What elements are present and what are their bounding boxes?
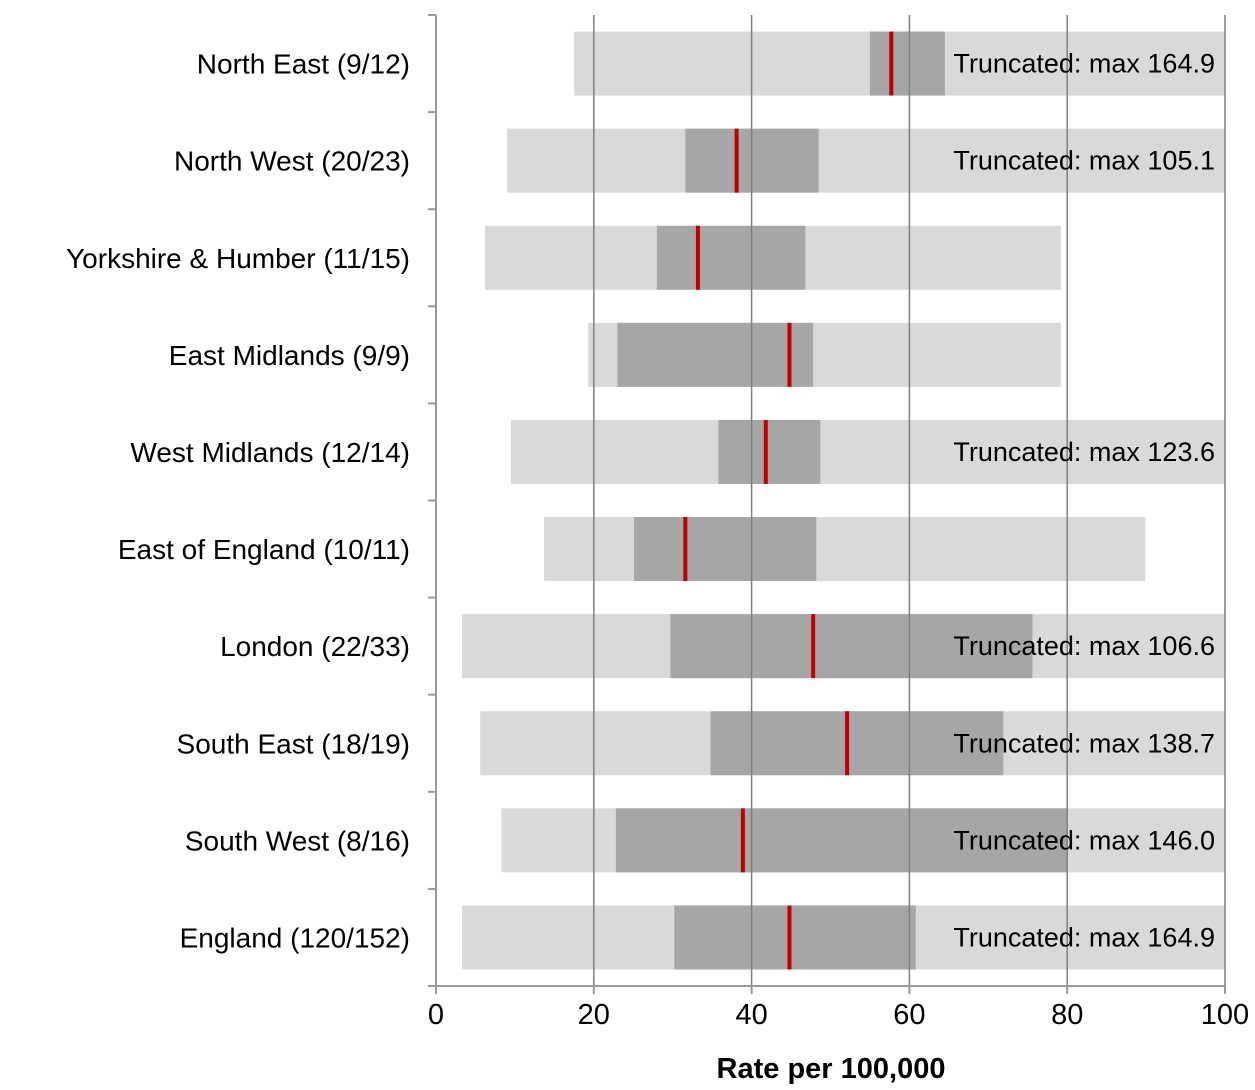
- category-label: West Midlands (12/14): [130, 437, 410, 468]
- interquartile-bar: [617, 322, 814, 387]
- truncated-max-annotation: Truncated: max 105.1: [953, 146, 1215, 176]
- interquartile-bar: [718, 419, 821, 484]
- interquartile-bar: [634, 517, 817, 582]
- x-tick-label: 40: [735, 999, 767, 1031]
- category-label: East of England (10/11): [118, 534, 410, 565]
- truncated-max-annotation: Truncated: max 123.6: [953, 437, 1215, 467]
- truncated-max-annotation: Truncated: max 164.9: [953, 49, 1215, 79]
- category-label: North East (9/12): [197, 49, 410, 80]
- interquartile-bar: [674, 905, 916, 970]
- interquartile-bar: [869, 31, 945, 96]
- truncated-max-annotation: Truncated: max 146.0: [953, 825, 1215, 855]
- category-label: South West (8/16): [185, 825, 410, 856]
- category-label: Yorkshire & Humber (11/15): [66, 243, 410, 274]
- interquartile-bar: [656, 225, 806, 290]
- interquartile-bar: [615, 808, 1068, 873]
- x-tick-label: 60: [893, 999, 925, 1031]
- x-axis-title: Rate per 100,000: [717, 1053, 946, 1085]
- x-tick-label: 80: [1051, 999, 1083, 1031]
- truncated-max-annotation: Truncated: max 106.6: [953, 631, 1215, 661]
- category-label: South East (18/19): [177, 728, 410, 759]
- range-bar: [507, 128, 1225, 193]
- range-bar: [510, 419, 1226, 484]
- interquartile-bar: [670, 614, 1033, 679]
- x-tick-label: 0: [428, 999, 444, 1031]
- category-label: England (120/152): [180, 922, 410, 953]
- category-label: North West (20/23): [174, 146, 410, 177]
- truncated-max-annotation: Truncated: max 138.7: [953, 728, 1215, 758]
- x-tick-label: 100: [1201, 999, 1249, 1031]
- category-label: London (22/33): [220, 631, 410, 662]
- truncated-max-annotation: Truncated: max 164.9: [953, 922, 1215, 952]
- x-tick-label: 20: [578, 999, 610, 1031]
- interquartile-bar: [710, 711, 1004, 776]
- category-label: East Midlands (9/9): [169, 340, 410, 371]
